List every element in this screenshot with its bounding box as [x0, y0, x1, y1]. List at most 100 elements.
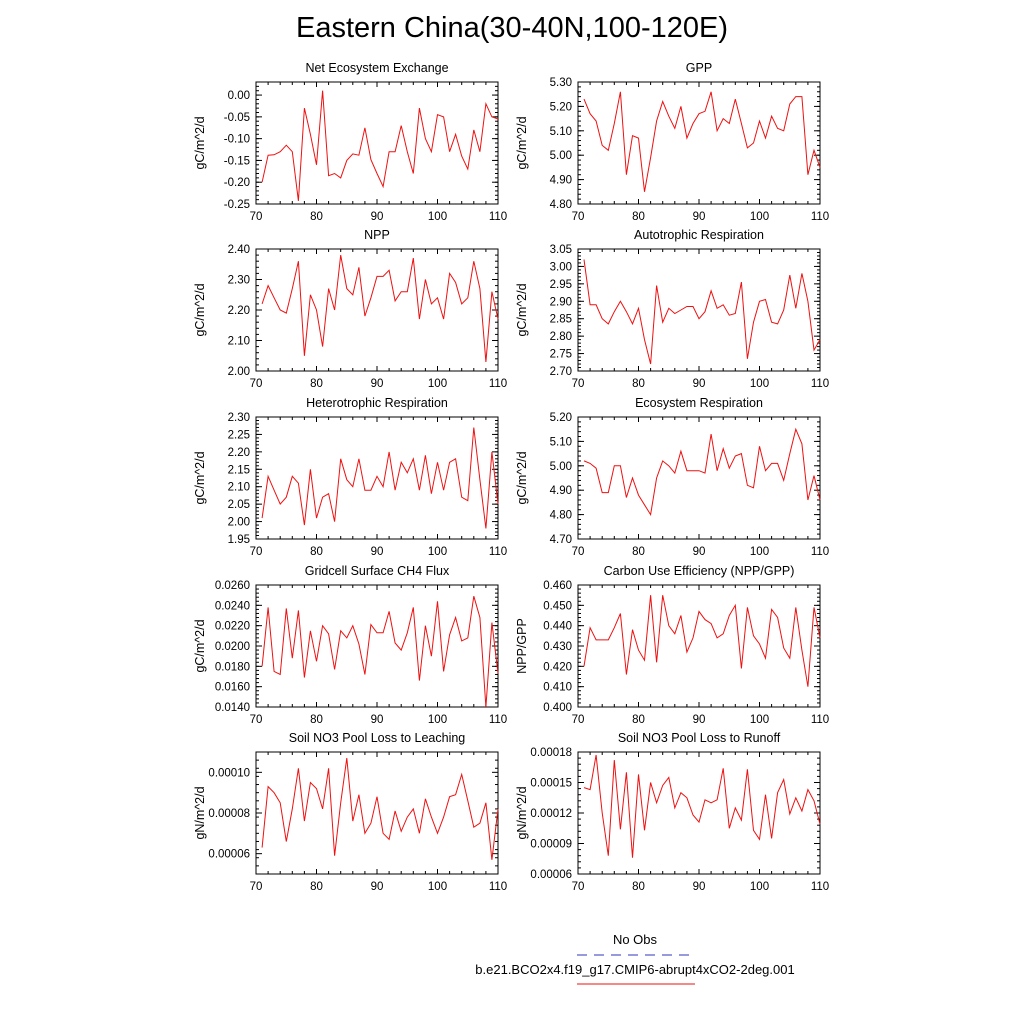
chart-panel-7: Gridcell Surface CH4 Flux gC/m^2/d 70 80 90 1… [193, 564, 507, 726]
x-tick-label: 90 [693, 211, 706, 223]
x-tick-label: 100 [750, 546, 769, 558]
x-tick-label: 90 [371, 881, 384, 893]
series-line [583, 427, 821, 516]
y-tick-label: 0.420 [543, 661, 572, 673]
y-tick-label: 0.450 [543, 600, 572, 612]
x-tick-label: 80 [632, 211, 645, 223]
panel-title: Net Ecosystem Exchange [305, 61, 448, 75]
y-tick-label: 5.30 [550, 77, 572, 89]
y-axis-label: gC/m^2/d [193, 283, 207, 336]
x-tick-label: 110 [811, 881, 829, 893]
y-tick-label: 4.90 [550, 175, 572, 187]
chart-panel-2: GPP gC/m^2/d 70 80 90 100 110 4.80 4.90 5.00 5.10 5… [515, 61, 829, 223]
x-tick-label: 100 [428, 211, 447, 223]
x-tick-label: 70 [572, 546, 585, 558]
y-axis-label: NPP/GPP [515, 618, 529, 674]
x-tick-label: 90 [371, 378, 384, 390]
x-tick-label: 80 [632, 378, 645, 390]
y-tick-label: 0.0240 [215, 600, 250, 612]
x-tick-label: 80 [632, 881, 645, 893]
y-tick-label: 5.20 [550, 101, 572, 113]
y-tick-label: 1.95 [228, 534, 250, 546]
y-axis-label: gN/m^2/d [515, 786, 529, 839]
chart-panel-10: Soil NO3 Pool Loss to Runoff gN/m^2/d 70 80… [515, 731, 829, 893]
chart-panel-4: Autotrophic Respiration gC/m^2/d 70 80 90 100… [515, 228, 829, 390]
y-tick-label: 2.25 [228, 429, 250, 441]
panel-title: Carbon Use Efficiency (NPP/GPP) [604, 564, 795, 578]
y-tick-label: 2.20 [228, 447, 250, 459]
x-tick-label: 90 [693, 881, 706, 893]
chart-panel-1: Net Ecosystem Exchange gC/m^2/d 70 80 90 100 1… [193, 61, 507, 223]
series-line [261, 758, 499, 860]
x-tick-label: 80 [310, 881, 323, 893]
x-tick-label: 70 [250, 714, 263, 726]
plot-frame [255, 584, 499, 708]
x-tick-label: 80 [632, 714, 645, 726]
series-line [261, 427, 499, 529]
x-tick-label: 80 [310, 378, 323, 390]
y-tick-label: -0.05 [224, 112, 250, 124]
x-tick-label: 110 [489, 378, 507, 390]
y-tick-label: 4.80 [550, 510, 572, 522]
y-tick-label: 0.410 [543, 682, 572, 694]
x-tick-label: 90 [371, 546, 384, 558]
x-tick-label: 70 [250, 881, 263, 893]
y-axis-label: gC/m^2/d [193, 619, 207, 672]
x-tick-label: 100 [428, 881, 447, 893]
x-tick-label: 70 [250, 378, 263, 390]
y-tick-label: 2.40 [228, 244, 250, 256]
y-tick-label: 5.00 [550, 150, 572, 162]
y-tick-label: 2.70 [550, 366, 572, 378]
x-tick-label: 80 [310, 211, 323, 223]
x-tick-label: 90 [371, 211, 384, 223]
y-tick-label: 5.00 [550, 461, 572, 473]
panel-title: Soil NO3 Pool Loss to Runoff [618, 731, 781, 745]
y-tick-label: 4.80 [550, 199, 572, 211]
x-tick-label: 80 [310, 546, 323, 558]
plot-frame [255, 81, 499, 205]
y-tick-label: 0.0220 [215, 621, 250, 633]
y-tick-label: 5.10 [550, 436, 572, 448]
x-tick-label: 80 [310, 714, 323, 726]
x-tick-label: 100 [750, 378, 769, 390]
y-tick-label: 2.00 [228, 517, 250, 529]
y-tick-label: 0.440 [543, 621, 572, 633]
y-tick-label: 2.90 [550, 296, 572, 308]
y-tick-label: 2.10 [228, 482, 250, 494]
y-tick-label: 0.0200 [215, 641, 250, 653]
x-tick-label: 90 [371, 714, 384, 726]
page-title: Eastern China(30-40N,100-120E) [295, 12, 729, 44]
y-tick-label: 0.00006 [530, 869, 572, 881]
x-tick-label: 80 [632, 546, 645, 558]
x-tick-label: 100 [750, 714, 769, 726]
y-tick-label: 2.30 [228, 275, 250, 287]
x-tick-label: 110 [811, 378, 829, 390]
plot-frame [577, 81, 821, 205]
y-tick-label: 0.0160 [215, 682, 250, 694]
y-axis-label: gC/m^2/d [515, 116, 529, 169]
x-tick-label: 70 [572, 211, 585, 223]
x-tick-label: 70 [250, 211, 263, 223]
plot-frame [577, 751, 821, 875]
y-tick-label: 0.400 [543, 702, 572, 714]
x-tick-label: 70 [572, 714, 585, 726]
x-tick-label: 110 [811, 211, 829, 223]
x-tick-label: 110 [811, 546, 829, 558]
y-tick-label: 5.20 [550, 412, 572, 424]
y-tick-label: -0.20 [224, 177, 250, 189]
panel-title: Soil NO3 Pool Loss to Leaching [289, 731, 466, 745]
y-axis-label: gC/m^2/d [515, 283, 529, 336]
x-tick-label: 90 [693, 378, 706, 390]
y-tick-label: 0.0260 [215, 580, 250, 592]
chart-panel-3: NPP gC/m^2/d 70 80 90 100 110 2.00 2.10 2.20 2.30 2… [193, 228, 507, 390]
x-tick-label: 100 [750, 211, 769, 223]
y-axis-label: gN/m^2/d [193, 786, 207, 839]
legend-run-label: b.e21.BCO2x4.f19_g17.CMIP6-abrupt4xCO2-2… [475, 962, 795, 977]
panel-title: Ecosystem Respiration [635, 396, 763, 410]
panel-title: Heterotrophic Respiration [306, 396, 448, 410]
y-tick-label: 3.05 [550, 244, 572, 256]
chart-panel-9: Soil NO3 Pool Loss to Leaching gN/m^2/d 70… [193, 731, 507, 893]
x-tick-label: 100 [428, 546, 447, 558]
x-tick-label: 110 [489, 546, 507, 558]
